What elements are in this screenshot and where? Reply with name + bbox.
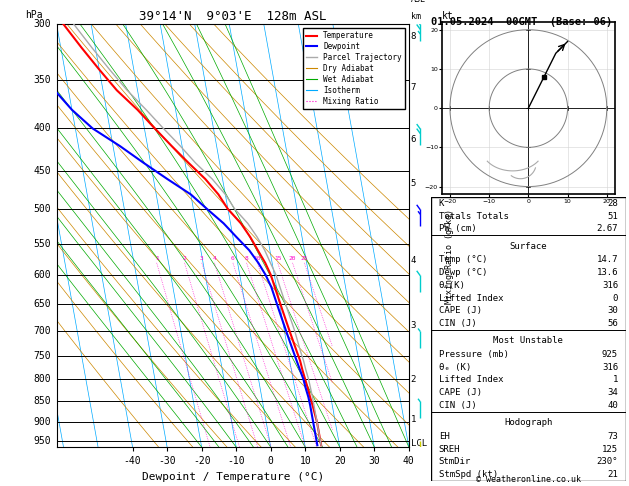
Text: 316: 316 <box>602 281 618 290</box>
Text: K: K <box>438 199 444 208</box>
Text: 1: 1 <box>155 256 159 261</box>
Text: 7: 7 <box>411 83 416 92</box>
Text: 316: 316 <box>602 363 618 372</box>
Text: 8: 8 <box>411 32 416 41</box>
Text: 30: 30 <box>608 306 618 315</box>
Text: Totals Totals: Totals Totals <box>438 211 508 221</box>
Text: 2.67: 2.67 <box>596 225 618 233</box>
Text: km: km <box>411 12 421 20</box>
Text: 850: 850 <box>34 396 52 406</box>
Text: 51: 51 <box>608 211 618 221</box>
Text: 750: 750 <box>34 351 52 361</box>
Text: LCL: LCL <box>411 439 426 448</box>
Text: 40: 40 <box>608 401 618 410</box>
Text: CIN (J): CIN (J) <box>438 401 476 410</box>
Text: 950: 950 <box>34 436 52 447</box>
Text: CAPE (J): CAPE (J) <box>438 306 482 315</box>
Text: Pressure (mb): Pressure (mb) <box>438 350 508 359</box>
Text: θₑ (K): θₑ (K) <box>438 363 471 372</box>
Text: 56: 56 <box>608 319 618 328</box>
Text: 400: 400 <box>34 123 52 134</box>
Text: 15: 15 <box>274 256 281 261</box>
Text: StmDir: StmDir <box>438 457 471 467</box>
Text: 700: 700 <box>34 326 52 336</box>
Text: 0: 0 <box>613 294 618 302</box>
Text: 2: 2 <box>411 375 416 384</box>
Text: Most Unstable: Most Unstable <box>493 336 564 346</box>
Text: PW (cm): PW (cm) <box>438 225 476 233</box>
Text: Lifted Index: Lifted Index <box>438 294 503 302</box>
Text: 6: 6 <box>231 256 235 261</box>
Text: 2: 2 <box>182 256 186 261</box>
Text: Surface: Surface <box>509 242 547 251</box>
Text: 650: 650 <box>34 299 52 309</box>
Text: 14.7: 14.7 <box>596 255 618 264</box>
Text: 34: 34 <box>608 388 618 397</box>
Text: 450: 450 <box>34 166 52 176</box>
Text: Hodograph: Hodograph <box>504 418 552 427</box>
Text: 800: 800 <box>34 374 52 384</box>
Text: 900: 900 <box>34 417 52 427</box>
Text: 3: 3 <box>200 256 204 261</box>
Text: 8: 8 <box>245 256 248 261</box>
Text: ASL: ASL <box>411 0 426 4</box>
Title: 39°14'N  9°03'E  128m ASL: 39°14'N 9°03'E 128m ASL <box>139 10 326 23</box>
Text: StmSpd (kt): StmSpd (kt) <box>438 470 498 479</box>
Text: Dewp (°C): Dewp (°C) <box>438 268 487 277</box>
X-axis label: Dewpoint / Temperature (°C): Dewpoint / Temperature (°C) <box>142 472 324 482</box>
Text: 925: 925 <box>602 350 618 359</box>
Text: CAPE (J): CAPE (J) <box>438 388 482 397</box>
Text: hPa: hPa <box>25 10 43 20</box>
Text: CIN (J): CIN (J) <box>438 319 476 328</box>
Text: 73: 73 <box>608 432 618 441</box>
Text: 21: 21 <box>608 470 618 479</box>
Text: SREH: SREH <box>438 445 460 453</box>
Text: © weatheronline.co.uk: © weatheronline.co.uk <box>476 474 581 484</box>
Text: 6: 6 <box>411 135 416 143</box>
Text: 13.6: 13.6 <box>596 268 618 277</box>
Text: Temp (°C): Temp (°C) <box>438 255 487 264</box>
Text: 4: 4 <box>411 256 416 265</box>
Text: EH: EH <box>438 432 449 441</box>
Text: 01.05.2024  00GMT  (Base: 06): 01.05.2024 00GMT (Base: 06) <box>431 17 612 27</box>
Text: 550: 550 <box>34 239 52 249</box>
Text: 20: 20 <box>289 256 296 261</box>
Text: θₑ(K): θₑ(K) <box>438 281 465 290</box>
Text: Mixing Ratio (g/kg): Mixing Ratio (g/kg) <box>445 209 454 304</box>
Text: 500: 500 <box>34 204 52 214</box>
Text: 28: 28 <box>608 199 618 208</box>
Text: 4: 4 <box>213 256 216 261</box>
Legend: Temperature, Dewpoint, Parcel Trajectory, Dry Adiabat, Wet Adiabat, Isotherm, Mi: Temperature, Dewpoint, Parcel Trajectory… <box>303 28 405 109</box>
Text: 350: 350 <box>34 75 52 85</box>
Text: 1: 1 <box>411 415 416 424</box>
Text: 300: 300 <box>34 19 52 29</box>
Text: 3: 3 <box>411 321 416 330</box>
Text: 1: 1 <box>613 376 618 384</box>
Text: 10: 10 <box>253 256 261 261</box>
Text: 125: 125 <box>602 445 618 453</box>
Text: 600: 600 <box>34 270 52 280</box>
Text: 5: 5 <box>411 179 416 188</box>
Text: 25: 25 <box>301 256 308 261</box>
Text: 230°: 230° <box>596 457 618 467</box>
Text: Lifted Index: Lifted Index <box>438 376 503 384</box>
Text: kt: kt <box>442 11 454 21</box>
